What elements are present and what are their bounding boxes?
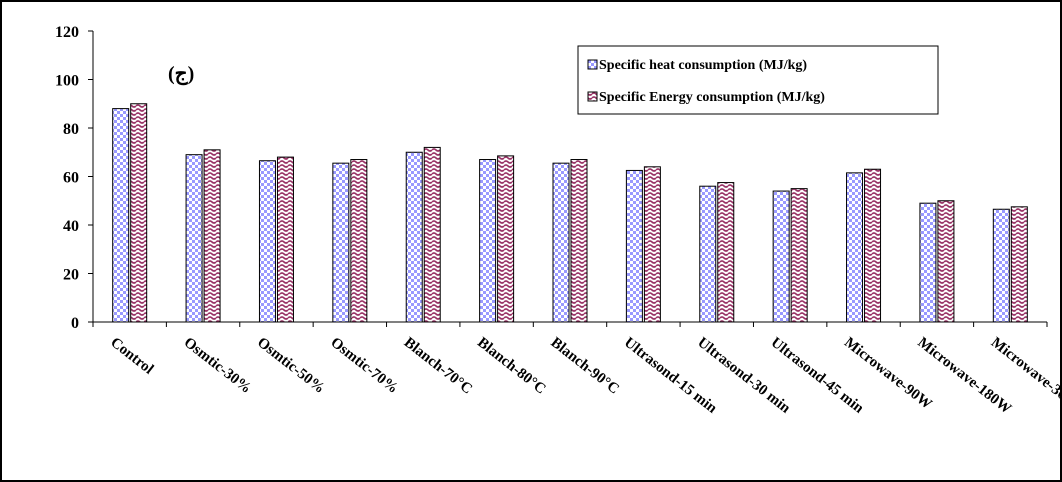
bar-energy (497, 155, 515, 323)
bar-energy (864, 168, 882, 323)
bar-energy (203, 149, 221, 323)
y-tick-label: 120 (55, 24, 79, 41)
bar-heat (185, 154, 203, 323)
bar-heat (258, 160, 276, 323)
bar-heat (479, 159, 497, 323)
legend-box (577, 45, 939, 115)
bar-energy (423, 146, 441, 323)
bar-energy (717, 182, 735, 323)
bar-energy (643, 166, 661, 323)
bar-heat (332, 162, 350, 323)
bar-heat (112, 108, 130, 323)
bar-energy (350, 159, 368, 323)
bar-energy (937, 200, 955, 323)
bar-heat (919, 202, 937, 323)
bar-heat (992, 208, 1010, 323)
bar-heat (625, 169, 643, 323)
y-tick-label: 0 (71, 315, 79, 332)
bar-energy (130, 103, 148, 323)
y-tick-label: 20 (63, 267, 79, 284)
bar-energy (570, 159, 588, 323)
legend: Specific heat consumption (MJ/kg) Specif… (577, 45, 939, 115)
y-tick-label: 100 (55, 73, 79, 90)
legend-label-heat: Specific heat consumption (MJ/kg) (599, 58, 807, 73)
bar-energy (790, 188, 808, 323)
bar-heat (699, 185, 717, 323)
bar-heat (846, 172, 864, 323)
bar-heat (405, 151, 423, 323)
bar-heat (772, 190, 790, 323)
y-tick-label: 60 (63, 170, 79, 187)
y-tick-label: 40 (63, 218, 79, 235)
bar-energy (276, 156, 294, 323)
legend-swatch-heat (587, 59, 598, 70)
panel-label: (ج) (168, 63, 194, 86)
legend-swatch-energy (587, 91, 598, 102)
bar-energy (1010, 206, 1028, 323)
y-tick-label: 80 (63, 121, 79, 138)
bar-heat (552, 162, 570, 323)
legend-label-energy: Specific Energy consumption (MJ/kg) (599, 90, 825, 105)
